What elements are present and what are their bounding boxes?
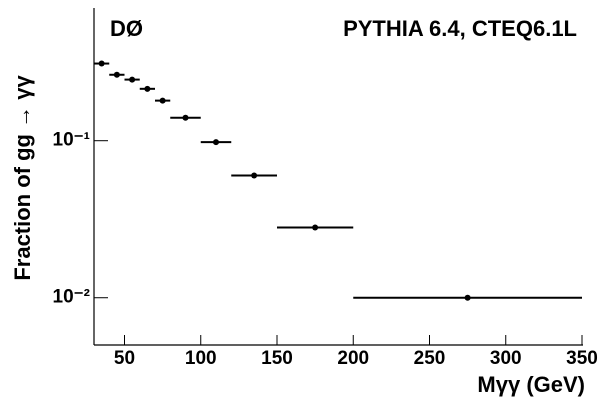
x-tick-label: 350	[566, 348, 598, 369]
y-axis-label: Fraction of gg → γγ	[10, 75, 35, 281]
x-axis-label: Mγγ (GeV)	[477, 372, 585, 397]
data-point	[312, 224, 319, 231]
data-point	[182, 114, 189, 121]
experiment-label: DØ	[110, 16, 143, 41]
x-tick-label: 150	[261, 348, 293, 369]
data-point	[159, 97, 166, 104]
data-point	[251, 172, 258, 179]
x-tick-label: 50	[114, 348, 135, 369]
y-tick-label: 10⁻¹	[53, 130, 91, 151]
generator-label: PYTHIA 6.4, CTEQ6.1L	[343, 16, 577, 41]
data-point	[129, 76, 136, 83]
data-point	[213, 139, 219, 146]
x-tick-label: 250	[414, 348, 446, 369]
data-point	[464, 294, 471, 301]
data-point	[98, 60, 105, 67]
x-tick-label: 200	[337, 348, 369, 369]
x-tick-label: 100	[185, 348, 217, 369]
y-tick-label: 10⁻²	[53, 287, 91, 308]
data-point	[113, 71, 120, 78]
x-tick-label: 300	[490, 348, 522, 369]
data-point	[144, 85, 151, 92]
